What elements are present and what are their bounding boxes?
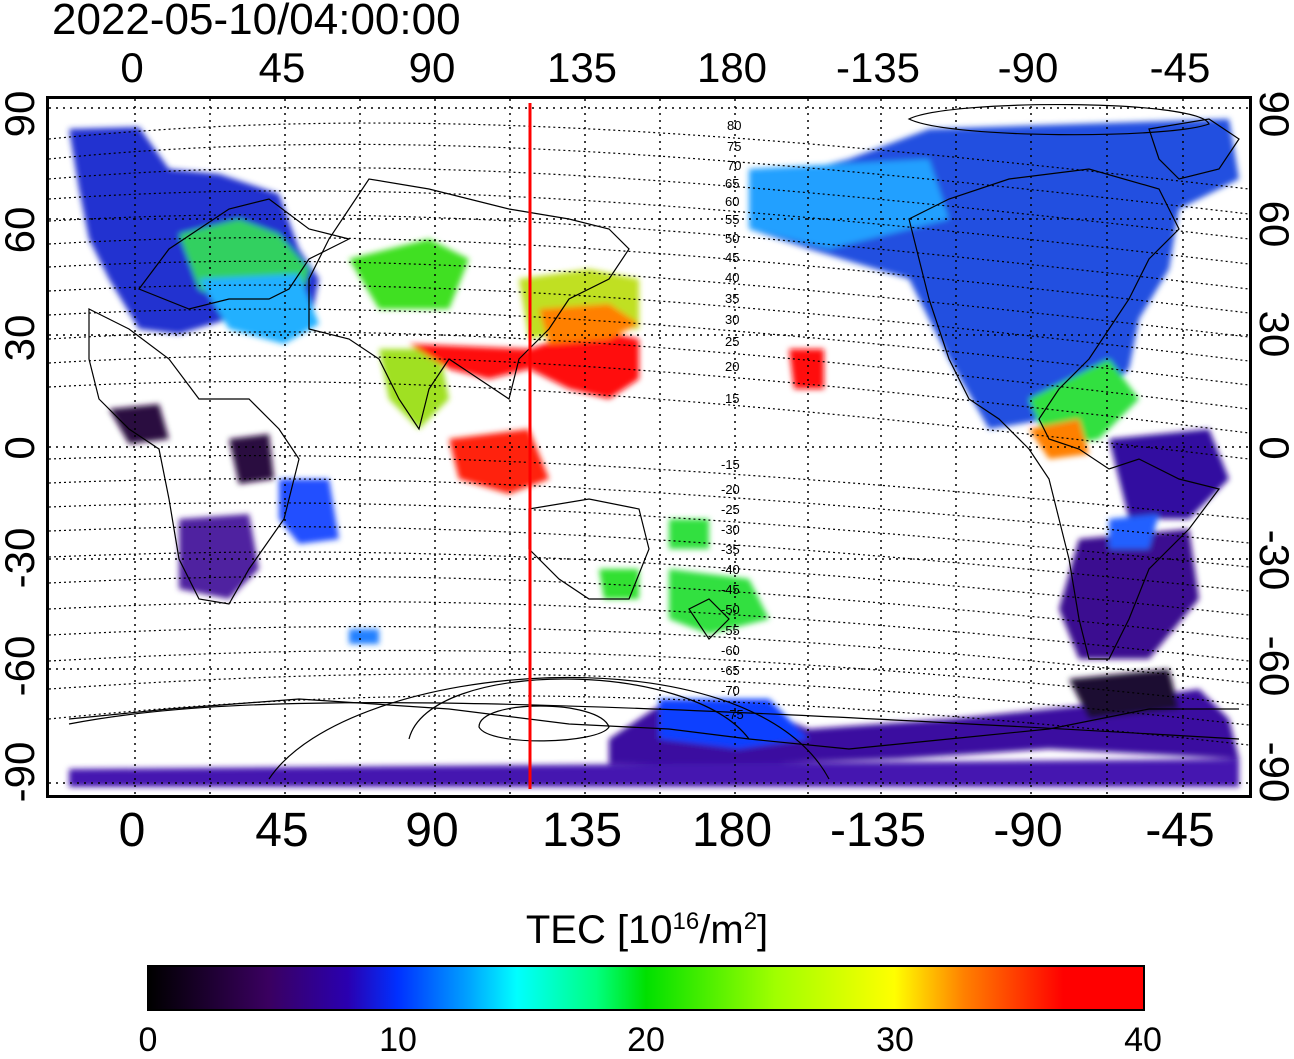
top-lon-label: -135	[835, 44, 921, 91]
bottom-lon-label: 0	[118, 804, 146, 857]
tec-region-pacific-red	[789, 349, 824, 389]
contour-label: -35	[721, 542, 740, 557]
contour-label: 50	[725, 231, 739, 246]
bottom-lon-label: -90	[993, 804, 1063, 857]
contour-label: -60	[721, 643, 740, 658]
top-lon-label: 135	[546, 44, 618, 91]
tec-region-nz	[669, 569, 769, 634]
bottom-lon-label: -45	[1145, 804, 1215, 857]
magnetic-contours	[49, 122, 1249, 746]
tec-region-antarctica	[609, 689, 1239, 764]
top-lon-label: 45	[258, 44, 306, 91]
top-lon-label: -45	[1149, 44, 1211, 91]
bottom-lon-label: 45	[255, 804, 309, 857]
contour-label: -50	[721, 602, 740, 617]
right-lat-label: -60	[1251, 635, 1294, 697]
contour-label: 55	[725, 212, 739, 227]
top-lon-label: -90	[997, 44, 1059, 91]
colorbar-title: TEC [1016/m2]	[0, 906, 1294, 954]
contour-label: 65	[725, 176, 739, 191]
contour-label: -20	[721, 482, 740, 497]
contour-label: 70	[727, 158, 741, 173]
left-lat-label: -30	[0, 527, 43, 589]
tec-region-south-atlantic	[349, 629, 379, 644]
colorbar	[147, 965, 1145, 1011]
contour-labels: 80 75 70 65 60 55 50 45 40 35 30 25 20 1…	[721, 118, 744, 722]
right-lat-label: 60	[1251, 200, 1294, 248]
coastlines	[68, 118, 1240, 750]
colorbar-title-prefix: TEC [10	[525, 908, 673, 952]
tec-region-madagascar	[279, 479, 339, 544]
contour-label: -45	[721, 582, 740, 597]
right-lat-label: 30	[1251, 310, 1294, 358]
contour-label: 30	[725, 312, 739, 327]
contour-label: 25	[725, 334, 739, 349]
contour-label: 45	[725, 250, 739, 265]
top-lon-label: 0	[120, 44, 144, 91]
colorbar-tick: 20	[627, 1021, 665, 1059]
colorbar-tick: 30	[876, 1021, 914, 1059]
colorbar-title-suffix: ]	[757, 908, 769, 952]
contour-label: -30	[721, 522, 740, 537]
contour-label: 40	[725, 270, 739, 285]
contour-label: 75	[727, 139, 741, 154]
tec-region-south-band	[69, 759, 1239, 787]
tec-region-australia	[599, 569, 639, 599]
tec-region-india	[379, 349, 449, 429]
tec-map: 80 75 70 65 60 55 50 45 40 35 30 25 20 1…	[46, 96, 1252, 798]
bottom-lon-label: 180	[691, 804, 773, 857]
contour-label: -55	[721, 623, 740, 638]
tec-region-south-dark	[1069, 669, 1179, 719]
colorbar-tick: 10	[379, 1021, 417, 1059]
left-lat-label: 0	[0, 436, 43, 460]
right-lat-label: 0	[1251, 436, 1294, 460]
left-lat-label: 30	[0, 314, 43, 362]
tec-region-pacific-green	[669, 519, 709, 549]
contour-label: 15	[725, 391, 739, 406]
colorbar-title-mid: /m	[699, 908, 744, 952]
tec-region-africa-dark2	[229, 434, 274, 484]
magnetic-contours-solid	[68, 104, 1240, 780]
left-lat-label: 60	[0, 206, 43, 254]
right-lat-label: 90	[1251, 90, 1294, 138]
top-lon-label: 180	[696, 44, 768, 91]
tec-region-japan-orange	[539, 304, 639, 344]
contour-label: 80	[727, 118, 741, 133]
left-lat-label: -60	[0, 635, 43, 697]
colorbar-tick: 40	[1124, 1021, 1162, 1059]
tec-region-africa-dark	[109, 404, 169, 444]
contour-label: 20	[725, 359, 739, 374]
map-timestamp-title: 2022-05-10/04:00:00	[52, 0, 461, 44]
bottom-lon-label: -135	[829, 804, 927, 857]
right-lat-label: -90	[1251, 741, 1294, 803]
tec-region-central-america	[1029, 419, 1089, 459]
colorbar-title-exp2: 2	[743, 908, 758, 935]
colorbar-title-exp1: 16	[672, 908, 700, 935]
left-lat-label: 90	[0, 90, 43, 138]
tec-region-sa-south	[1059, 529, 1199, 659]
top-lon-label: 90	[408, 44, 456, 91]
contour-label: 35	[725, 291, 739, 306]
contour-label: 60	[725, 194, 739, 209]
contour-label: -75	[725, 707, 744, 722]
colorbar-tick: 0	[138, 1021, 158, 1059]
contour-label: -25	[721, 502, 740, 517]
right-lat-label: -30	[1251, 529, 1294, 591]
left-lat-label: -90	[0, 741, 43, 803]
tec-region-sa-blue	[1109, 514, 1159, 549]
tec-region-asia-red	[409, 329, 639, 399]
contour-label: -65	[721, 663, 740, 678]
tec-data-regions	[69, 119, 1239, 787]
contour-label: -70	[721, 683, 740, 698]
contour-label: -40	[721, 562, 740, 577]
bottom-lon-label: 135	[541, 804, 623, 857]
tec-region-central-asia	[349, 239, 469, 309]
tec-map-canvas: 80 75 70 65 60 55 50 45 40 35 30 25 20 1…	[49, 99, 1249, 795]
bottom-lon-label: 90	[405, 804, 459, 857]
contour-label: -15	[721, 457, 740, 472]
